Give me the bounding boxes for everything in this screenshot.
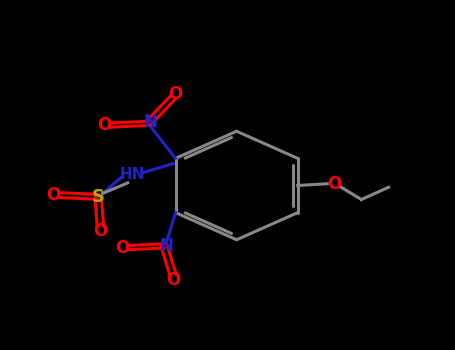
Text: O: O [168,85,182,103]
Text: O: O [93,222,107,240]
Text: O: O [327,175,341,193]
Text: N: N [144,113,157,131]
Text: S: S [91,188,105,206]
Text: O: O [97,116,111,134]
Text: HN: HN [120,167,145,182]
Text: O: O [166,271,180,289]
Text: O: O [46,186,61,204]
Text: O: O [115,239,129,257]
Text: N: N [160,237,173,255]
